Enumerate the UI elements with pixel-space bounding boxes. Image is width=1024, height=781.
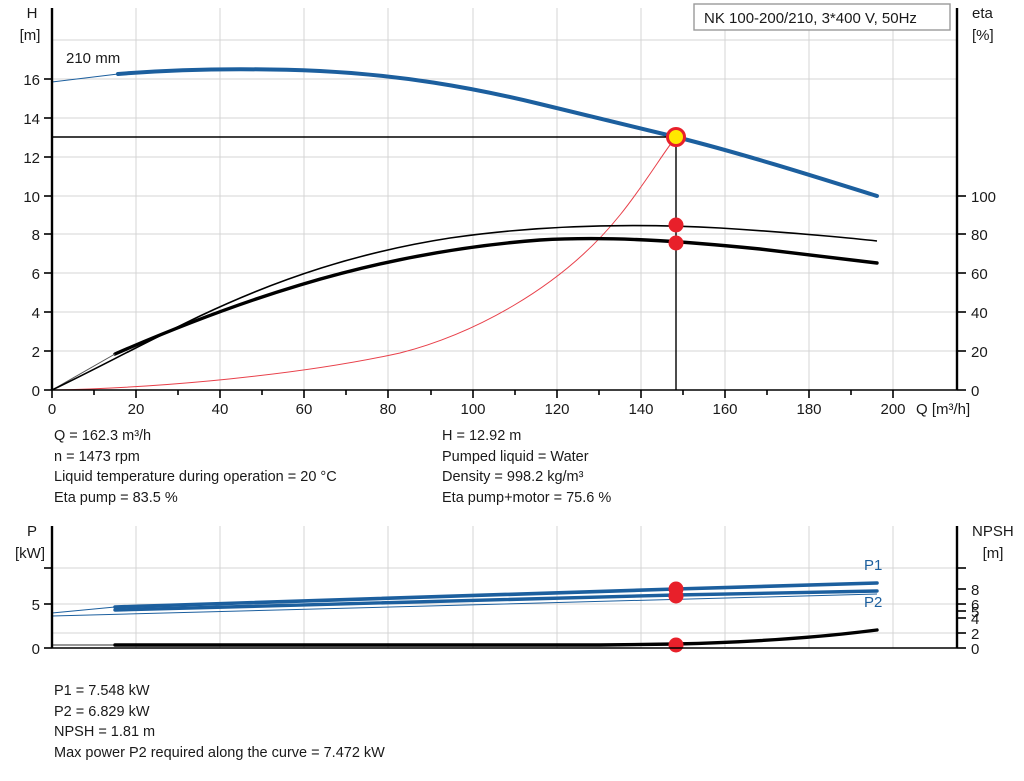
top-eta-tick-20: 20 <box>971 344 988 361</box>
head-axis-unit: [m] <box>20 27 41 44</box>
top-ytick-8: 8 <box>32 227 40 244</box>
top-xtick-20: 20 <box>128 401 145 418</box>
top-chart-grid <box>52 8 957 390</box>
duty-point-marker[interactable] <box>666 127 686 147</box>
top-ytick-6: 6 <box>32 266 40 283</box>
system-curve <box>51 136 677 391</box>
info-npsh: NPSH = 1.81 m <box>54 724 156 740</box>
info-p1: P1 = 7.548 kW <box>54 683 150 699</box>
bottom-ytick-0: 0 <box>32 641 40 658</box>
head-axis-name: H <box>27 5 38 22</box>
top-eta-tick-80: 80 <box>971 227 988 244</box>
p1-curve-thin <box>51 606 116 614</box>
power-info: P1 = 7.548 kW P2 = 6.829 kW NPSH = 1.81 … <box>54 681 385 763</box>
top-xtick-180: 180 <box>796 401 821 418</box>
top-xtick-80: 80 <box>380 401 397 418</box>
impeller-diameter-label: 210 mm <box>66 50 120 67</box>
top-eta-tick-60: 60 <box>971 266 988 283</box>
top-ytick-4: 4 <box>32 305 40 322</box>
top-xtick-0: 0 <box>48 401 56 418</box>
info-q: Q = 162.3 m³/h <box>54 428 152 444</box>
top-ytick-10: 10 <box>23 189 40 206</box>
eta-pump-curve <box>51 224 878 391</box>
p2-curve-label: P2 <box>864 594 882 611</box>
head-curve <box>116 67 879 198</box>
top-ytick-16: 16 <box>23 72 40 89</box>
duty-info-left: Q = 162.3 m³/h n = 1473 rpm Liquid tempe… <box>54 426 337 508</box>
p2-duty-dot <box>668 588 684 604</box>
eta-pump-motor-duty-dot <box>668 235 684 251</box>
npsh-tick-2: 2 <box>971 626 979 643</box>
p2-curve-thin <box>51 593 878 617</box>
top-ytick-0: 0 <box>32 383 40 400</box>
npsh-tick-4: 4 <box>971 611 979 628</box>
p1-curve <box>113 581 879 609</box>
top-x-ticks <box>51 390 894 398</box>
info-n: n = 1473 rpm <box>54 448 140 465</box>
top-left-ticks <box>44 78 52 391</box>
info-eta-pump-motor: Eta pump+motor = 75.6 % <box>442 489 612 506</box>
top-xtick-140: 140 <box>628 401 653 418</box>
top-eta-tick-100: 100 <box>971 189 996 206</box>
info-eta-pump: Eta pump = 83.5 % <box>54 489 178 506</box>
power-axis-name: P <box>27 523 37 540</box>
top-ytick-12: 12 <box>23 150 40 167</box>
info-density: Density = 998.2 kg/m³ <box>442 469 584 485</box>
top-eta-tick-40: 40 <box>971 305 988 322</box>
title-box <box>693 3 951 31</box>
duty-info-right: H = 12.92 m Pumped liquid = Water Densit… <box>442 426 611 508</box>
npsh-tick-0: 0 <box>971 641 979 658</box>
eta-axis-name: eta <box>972 5 994 22</box>
eta-pump-duty-dot <box>668 217 684 233</box>
head-efficiency-chart: 0 2 4 6 8 10 12 14 16 0 20 40 60 80 100 <box>20 3 996 418</box>
top-xtick-160: 160 <box>712 401 737 418</box>
top-xtick-200: 200 <box>880 401 905 418</box>
info-h: H = 12.92 m <box>442 428 522 444</box>
top-xtick-120: 120 <box>544 401 569 418</box>
npsh-duty-dot <box>668 637 684 653</box>
npsh-axis-unit: [m] <box>983 545 1004 562</box>
npsh-axis-name: NPSH <box>972 523 1014 540</box>
npsh-tick-8: 8 <box>971 582 979 599</box>
npsh-curve <box>113 628 879 647</box>
info-liquid-temp: Liquid temperature during operation = 20… <box>54 469 337 485</box>
bottom-left-ticks <box>44 567 52 649</box>
pump-title: NK 100-200/210, 3*400 V, 50Hz <box>704 10 917 27</box>
info-max-power: Max power P2 required along the curve = … <box>54 744 385 761</box>
eta-pump-motor-curve-thin <box>51 353 116 391</box>
npsh-tick-6: 6 <box>971 597 979 614</box>
top-ytick-14: 14 <box>23 111 40 128</box>
info-pumped-liquid: Pumped liquid = Water <box>442 448 589 465</box>
top-ytick-2: 2 <box>32 344 40 361</box>
top-xtick-100: 100 <box>460 401 485 418</box>
npsh-tick-5: 5 <box>971 604 979 621</box>
eta-pump-motor-curve <box>113 236 879 356</box>
top-xtick-60: 60 <box>296 401 313 418</box>
top-eta-tick-0: 0 <box>971 383 979 400</box>
bottom-right-ticks <box>957 567 966 649</box>
top-xtick-40: 40 <box>212 401 229 418</box>
top-x-axis-label: Q [m³/h] <box>916 401 970 418</box>
top-right-ticks <box>957 195 966 391</box>
info-p2: P2 = 6.829 kW <box>54 703 150 720</box>
eta-axis-unit: [%] <box>972 27 994 44</box>
bottom-ytick-5: 5 <box>32 597 40 614</box>
power-axis-unit: [kW] <box>15 545 45 562</box>
bottom-chart-grid <box>52 526 957 648</box>
power-npsh-chart: P1 P2 0 5 0 2 4 5 6 8 P [kW] NPSH [m] <box>15 523 1014 658</box>
p1-curve-label: P1 <box>864 557 882 574</box>
head-curve-thin <box>51 73 119 83</box>
